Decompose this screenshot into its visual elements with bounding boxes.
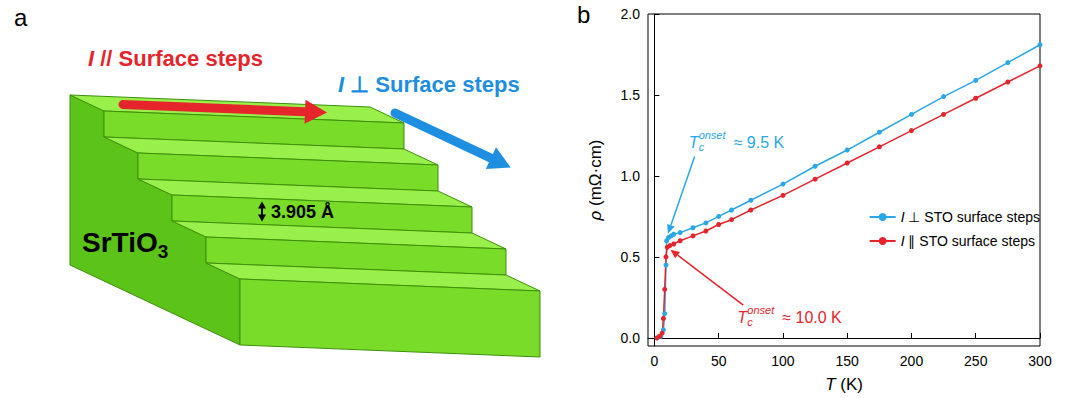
svg-text:300: 300 (1028, 353, 1052, 369)
svg-text:(K): (K) (835, 375, 862, 394)
svg-text:250: 250 (964, 353, 988, 369)
svg-text:200: 200 (900, 353, 924, 369)
svg-text:a: a (14, 4, 28, 31)
svg-text:ρ: ρ (586, 210, 605, 221)
svg-text:onset: onset (699, 129, 727, 141)
svg-text:3.905 Å: 3.905 Å (271, 202, 334, 222)
svg-text:c: c (699, 141, 705, 153)
svg-text:I ⊥ Surface steps: I ⊥ Surface steps (338, 72, 520, 97)
svg-text:2.0: 2.0 (621, 6, 641, 22)
svg-text:I: I (900, 233, 905, 249)
svg-text:T: T (688, 134, 699, 151)
svg-text:SrTiO3: SrTiO3 (82, 227, 168, 262)
svg-text:150: 150 (836, 353, 860, 369)
svg-text:T: T (825, 375, 836, 394)
svg-text:(mΩ·cm): (mΩ·cm) (586, 140, 605, 211)
svg-text:≈ 10.0 K: ≈ 10.0 K (782, 309, 842, 326)
svg-text:0.5: 0.5 (621, 249, 641, 265)
svg-text:c: c (747, 316, 753, 328)
svg-text:1.0: 1.0 (621, 168, 641, 184)
svg-text:I // Surface steps: I // Surface steps (88, 46, 263, 71)
svg-text:0: 0 (651, 353, 659, 369)
svg-text:I: I (900, 209, 905, 225)
svg-text:50: 50 (711, 353, 727, 369)
svg-text:b: b (577, 1, 590, 28)
svg-text:1.5: 1.5 (621, 87, 641, 103)
svg-text:≈ 9.5 K: ≈ 9.5 K (734, 134, 785, 151)
svg-text:100: 100 (771, 353, 795, 369)
svg-text:⊥ STO surface steps: ⊥ STO surface steps (905, 209, 1040, 225)
svg-text:T: T (737, 308, 748, 326)
svg-text:∥ STO surface steps: ∥ STO surface steps (905, 233, 1035, 249)
svg-text:onset: onset (747, 304, 775, 316)
svg-text:0.0: 0.0 (621, 330, 641, 346)
